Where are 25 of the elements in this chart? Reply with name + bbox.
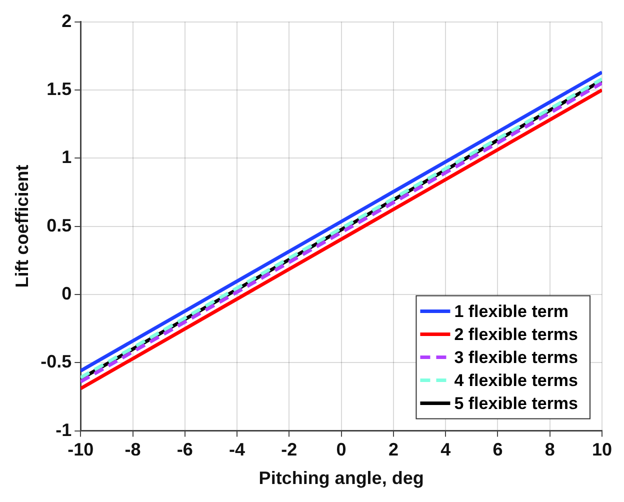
x-tick-label: -8 xyxy=(124,440,141,460)
x-tick-label: -4 xyxy=(229,440,246,460)
x-tick-label: 0 xyxy=(336,440,346,460)
x-tick-label: -2 xyxy=(281,440,298,460)
y-tick-label: 0 xyxy=(62,283,72,304)
y-axis-title: Lift coefficient xyxy=(12,164,32,288)
x-tick-label: -6 xyxy=(176,440,193,460)
x-tick-label: 8 xyxy=(544,440,555,460)
legend-label: 2 flexible terms xyxy=(454,324,578,344)
y-tick-label: -0.5 xyxy=(40,352,72,372)
y-tick-label: 2 xyxy=(62,10,72,31)
legend-label: 1 flexible term xyxy=(454,302,569,321)
x-tick-label: 6 xyxy=(492,440,503,460)
legend-label: 3 flexible terms xyxy=(454,348,578,367)
x-tick-label: 2 xyxy=(388,440,398,460)
y-tick-label: 1 xyxy=(62,147,72,168)
x-tick-label: 10 xyxy=(592,440,612,460)
y-tick-label: 1.5 xyxy=(46,78,72,99)
x-axis-title: Pitching angle, deg xyxy=(258,468,424,488)
legend-label: 4 flexible terms xyxy=(454,370,578,390)
legend-label: 5 flexible terms xyxy=(454,394,578,413)
y-tick-label: -1 xyxy=(56,420,72,440)
x-tick-label: -10 xyxy=(68,440,94,460)
y-tick-label: 0.5 xyxy=(46,215,72,236)
x-tick-label: 4 xyxy=(440,440,451,460)
